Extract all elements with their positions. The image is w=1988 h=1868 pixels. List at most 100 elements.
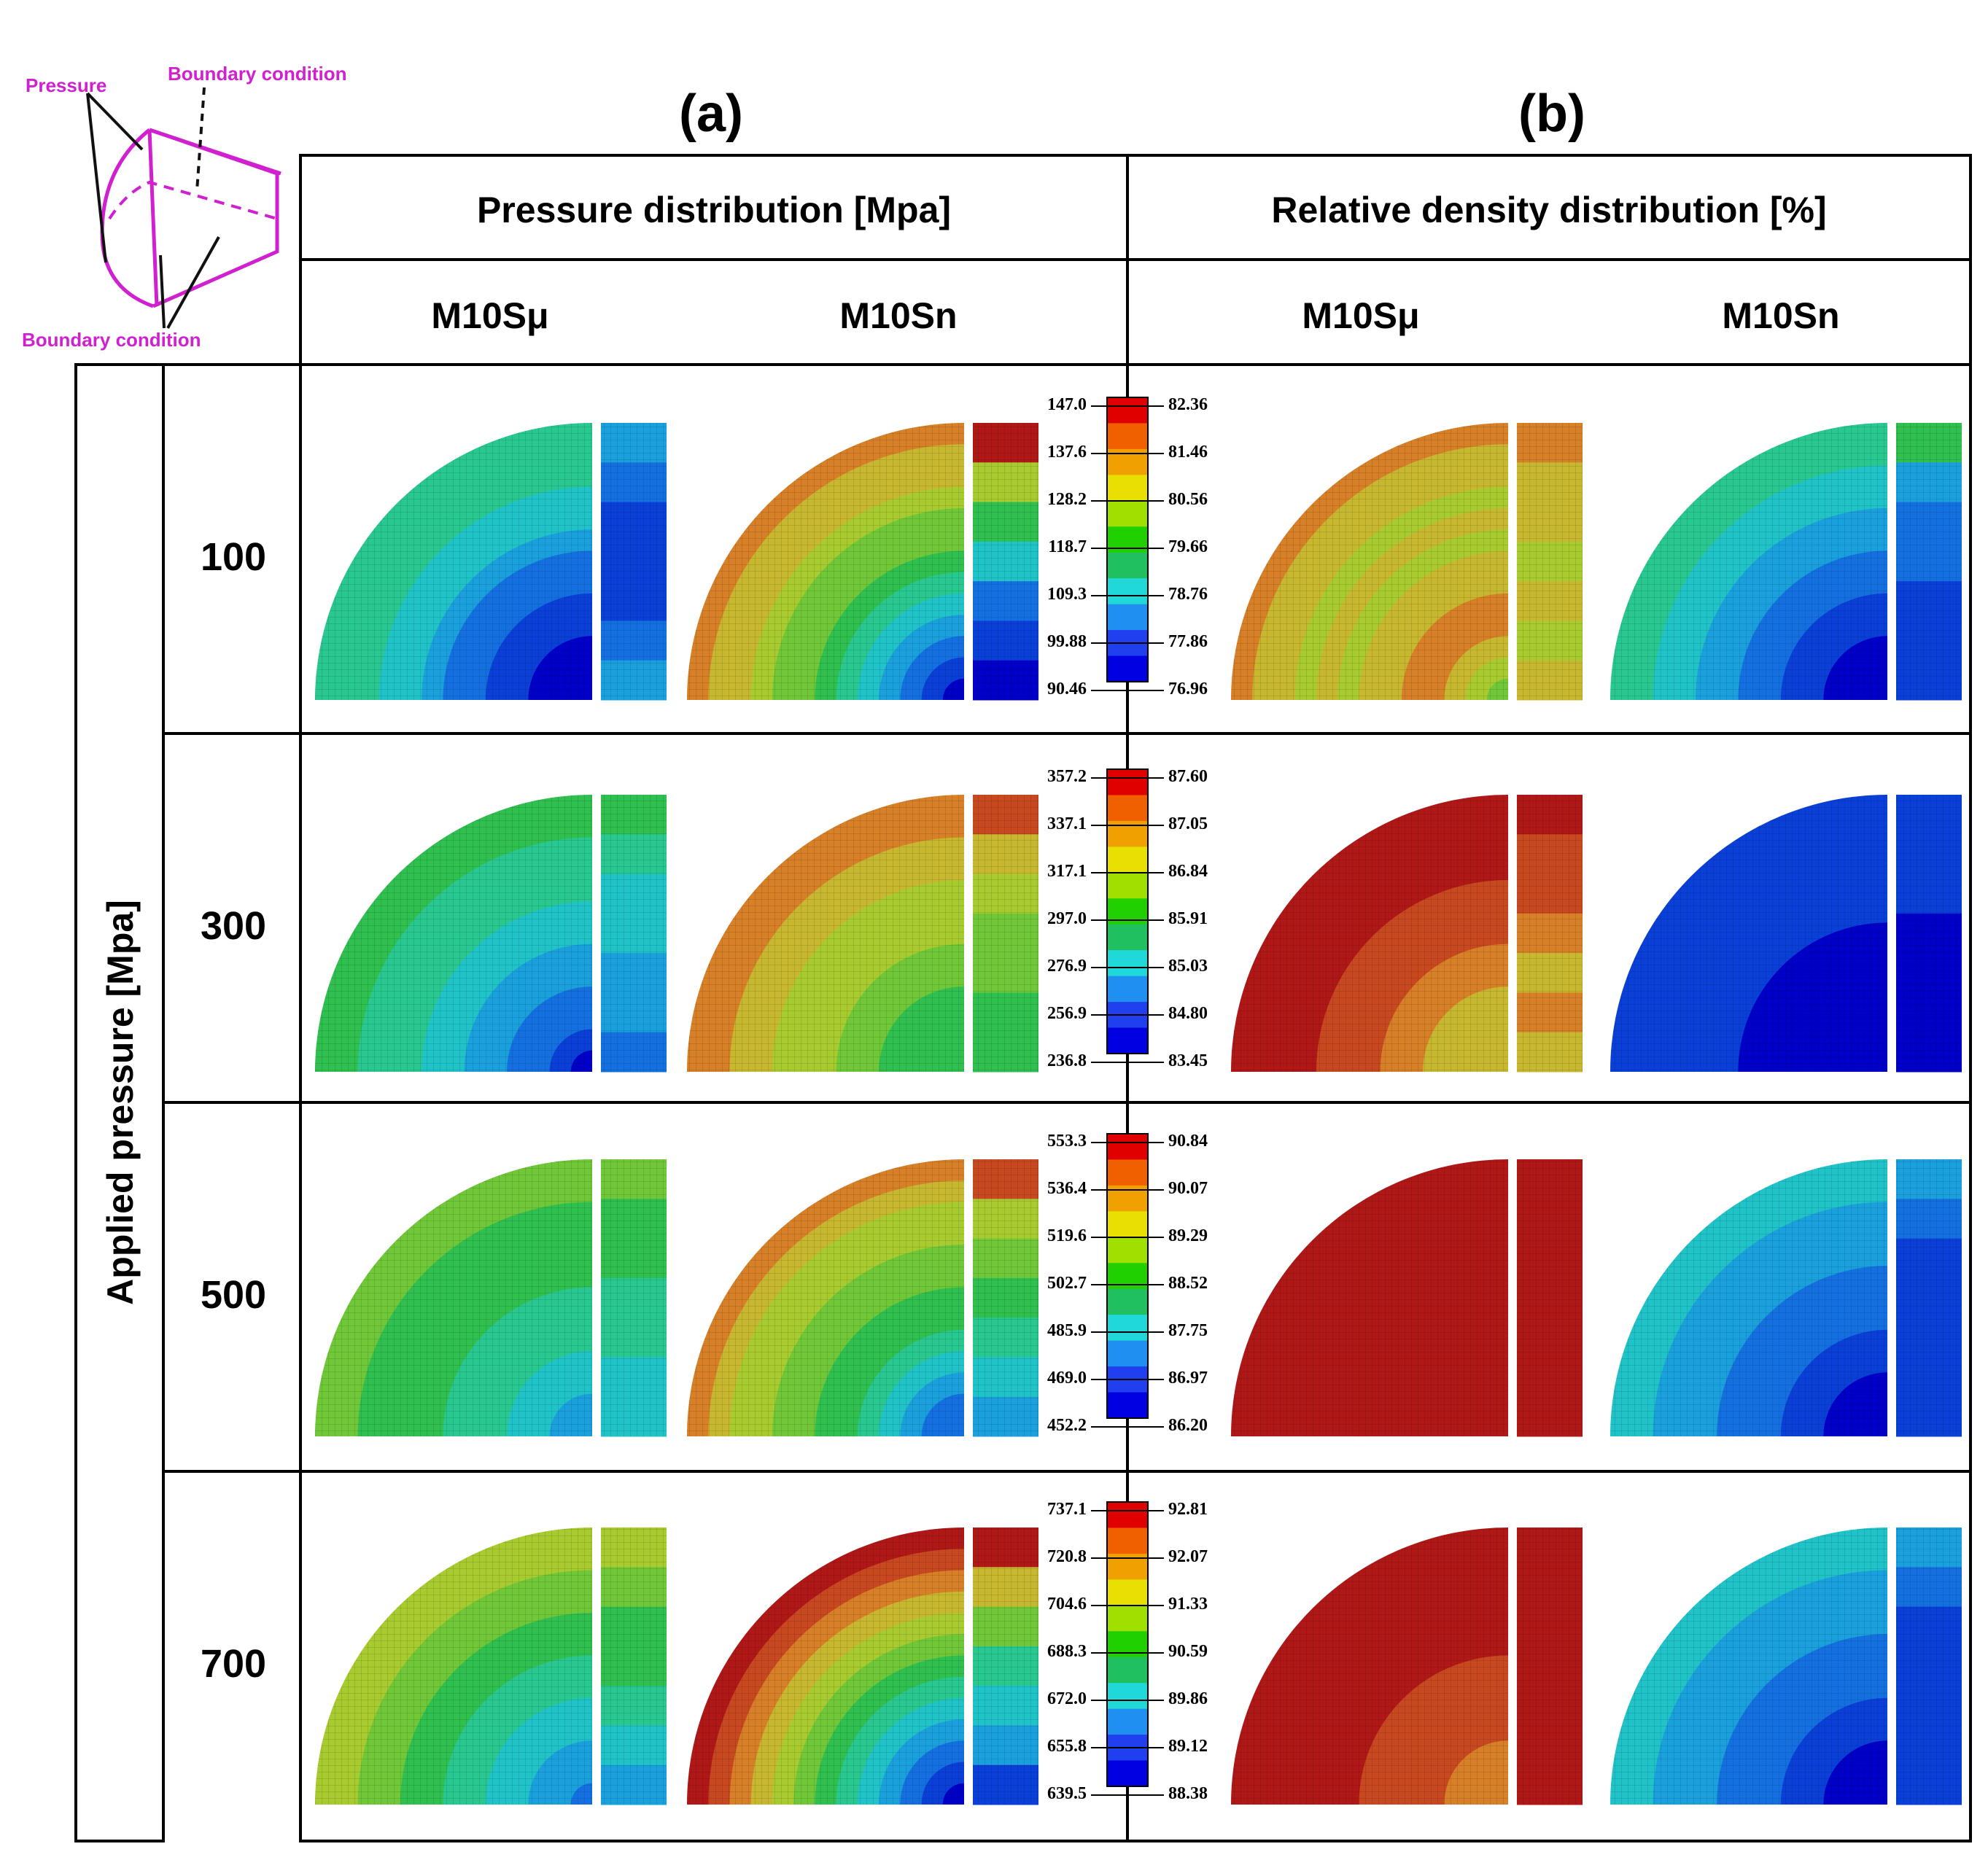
density-scale-value: 86.97 [1168,1369,1208,1388]
pressure-map-m10su [315,423,667,701]
scale-row-300: 357.2 337.1 317.1 297.0 276.9 256.9 236.… [1047,767,1208,1070]
strip-mesh [973,795,1038,1072]
strip-mesh [973,423,1038,700]
mesh-overlay [315,1528,592,1805]
scale-segment [1107,950,1148,977]
pressure-scale-value: 337.1 [1047,814,1087,833]
scale-segment [1107,578,1148,605]
pressure-scale-value: 317.1 [1047,862,1087,881]
pressure-scale-value: 357.2 [1047,767,1087,786]
pressure-map-m10sn [687,423,1038,701]
mesh-overlay [315,423,592,700]
color-scale-bar [1091,397,1164,691]
panel-a-label: (a) [679,85,743,143]
scale-outline [1106,1133,1149,1419]
scale-segment [1107,872,1148,899]
pressure-distribution-header: Pressure distribution [Mpa] [477,190,951,230]
density-scale-value: 87.75 [1168,1321,1208,1340]
pressure-scale-value: 137.6 [1047,443,1087,462]
panel-b-label: (b) [1518,85,1585,143]
scale-segment [1107,1288,1148,1315]
pressure-scale-value: 502.7 [1047,1274,1087,1293]
scale-outline [1106,768,1149,1054]
density-scale-value: 76.96 [1168,680,1208,698]
schematic-arrows [86,87,220,329]
density-scale-value: 89.12 [1168,1737,1208,1756]
mesh-overlay [1231,795,1508,1072]
schematic-hidden-edges [108,180,278,220]
density-scale-value: 78.76 [1168,585,1208,604]
density-scale-value: 86.20 [1168,1416,1208,1435]
mesh-overlay [315,795,592,1072]
density-scale-value: 90.59 [1168,1642,1208,1661]
density-scale-value: 91.33 [1168,1595,1208,1614]
density-scale-value: 80.56 [1168,490,1208,509]
strip-mesh [1517,795,1583,1072]
density-scale-value: 89.86 [1168,1689,1208,1708]
pressure-scale-value: 639.5 [1047,1784,1087,1803]
pressure-map-m10sn [687,1159,1038,1437]
mesh-overlay [687,795,964,1072]
contour-maps [315,423,1962,1805]
scale-segment [1107,1315,1148,1342]
density-map-m10sn [1610,1528,1962,1805]
density-scale-value: 90.84 [1168,1132,1208,1151]
density-scale-value: 87.05 [1168,814,1208,833]
density-map-m10su [1231,423,1583,701]
pressure-scale-value: 704.6 [1047,1595,1087,1614]
mesh-overlay [687,1528,964,1805]
pressure-scale-value: 737.1 [1047,1500,1087,1519]
boundary-schematic: Pressure Boundary condition Boundary con… [22,63,347,351]
strip-mesh [1896,1528,1962,1805]
schematic-shape [100,128,281,308]
scale-segment [1107,1159,1148,1186]
mesh-overlay [1231,1159,1508,1436]
pressure-scale-value: 109.3 [1047,585,1087,604]
scale-segment [1107,500,1148,527]
density-scale-value: 92.07 [1168,1547,1208,1566]
pressure-map-m10sn [687,1528,1038,1805]
scale-segment [1107,1528,1148,1554]
pressure-scale-value: 128.2 [1047,490,1087,509]
scale-segment [1107,1502,1148,1528]
pressure-scale-value: 147.0 [1047,395,1087,414]
pressure-scale-value: 519.6 [1047,1226,1087,1245]
scale-segment [1107,1708,1148,1735]
material-header-b1: M10Sμ [1302,295,1419,336]
scale-segment [1107,655,1148,682]
mesh-overlay [1610,423,1887,700]
pressure-map-m10su [315,795,667,1073]
color-scale-bar [1091,1133,1164,1428]
mesh-overlay [315,1159,592,1436]
pressure-scale-value: 236.8 [1047,1051,1087,1070]
scale-segment [1107,847,1148,873]
pressure-scale-value: 297.0 [1047,909,1087,928]
row-pressure-700: 700 [201,1642,266,1686]
scale-segment [1107,1760,1148,1787]
material-header-a1: M10Sμ [431,295,548,336]
strip-mesh [1517,1159,1583,1436]
pressure-scale-value: 276.9 [1047,957,1087,976]
pressure-scale-value: 536.4 [1047,1179,1087,1198]
mesh-overlay [687,1159,964,1436]
scale-segment [1107,423,1148,450]
row-axis-label: Applied pressure [Mpa] [100,900,141,1305]
density-scale-value: 86.84 [1168,862,1208,881]
color-scale-bar [1091,768,1164,1063]
scale-segment [1107,769,1148,795]
boundary-condition-top-label: Boundary condition [168,63,347,85]
density-map-m10su [1231,1159,1583,1437]
scale-outline [1106,397,1149,682]
scale-outline [1106,1501,1149,1787]
density-scale-value: 84.80 [1168,1004,1208,1023]
row-pressure-500: 500 [201,1273,266,1317]
mesh-overlay [1610,795,1887,1072]
scale-segment [1107,552,1148,579]
pressure-scale-value: 469.0 [1047,1369,1087,1388]
pressure-scale-value: 672.0 [1047,1689,1087,1708]
strip-mesh [1896,795,1962,1072]
pressure-map-m10su [315,1528,667,1805]
scale-segment [1107,1605,1148,1632]
mesh-overlay [1610,1159,1887,1436]
